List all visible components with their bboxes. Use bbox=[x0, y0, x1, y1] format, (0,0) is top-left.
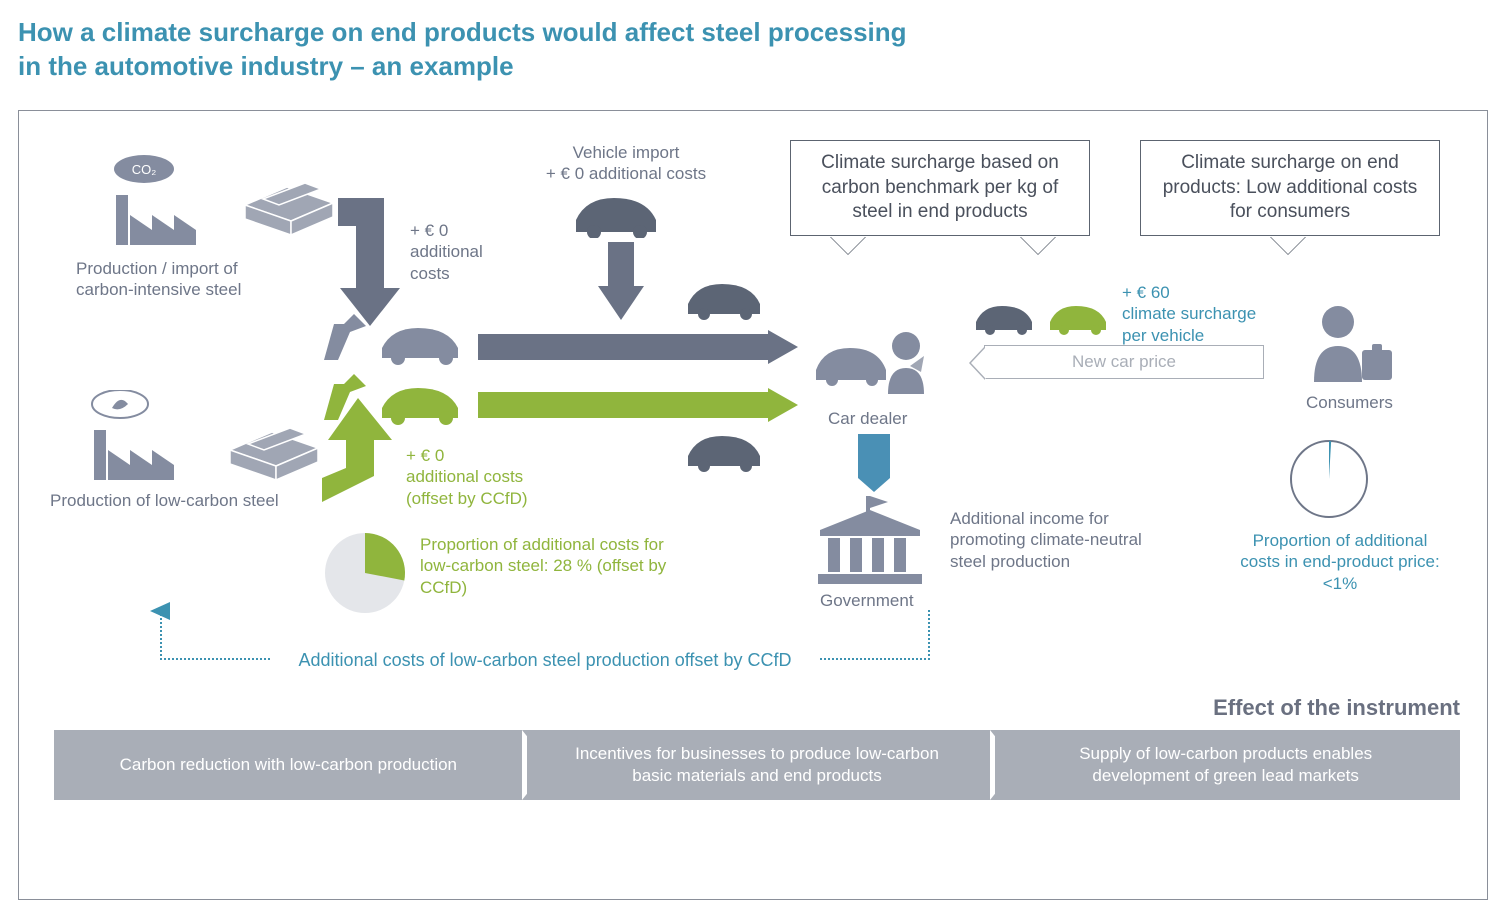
leaf-factory-icon bbox=[80, 390, 180, 485]
government-label: Government bbox=[820, 590, 914, 611]
title-line-2: in the automotive industry – an example bbox=[18, 51, 514, 81]
new-car-price-bar: New car price bbox=[984, 345, 1264, 379]
big-arrow-grey-icon bbox=[478, 330, 798, 364]
cost-green-label: + € 0 additional costs (offset by CCfD) bbox=[406, 445, 566, 509]
callout-benchmark: Climate surcharge based on carbon benchm… bbox=[790, 140, 1090, 236]
chevron-2: Incentives for businesses to produce low… bbox=[523, 730, 992, 800]
callout-benchmark-pointer-icon bbox=[830, 236, 866, 254]
effect-title: Effect of the instrument bbox=[1213, 695, 1460, 721]
car-dealer-label: Car dealer bbox=[828, 408, 907, 429]
car-bottom-row-icon bbox=[680, 428, 770, 472]
ccfd-dash-label: Additional costs of low-carbon steel pro… bbox=[270, 650, 820, 671]
surcharge-label: + € 60 climate surcharge per vehicle bbox=[1122, 282, 1292, 346]
steel-beam-green-path-icon bbox=[220, 420, 330, 495]
government-icon bbox=[810, 496, 930, 586]
cost-grey-label: + € 0 additional costs bbox=[410, 220, 520, 284]
small-car-grey-icon bbox=[970, 300, 1042, 336]
vehicle-import-label: Vehicle import + € 0 additional costs bbox=[526, 142, 726, 185]
co2-factory-icon: CO₂ bbox=[100, 155, 200, 250]
chevron-1: Carbon reduction with low-carbon product… bbox=[54, 730, 523, 800]
car-top-row-icon bbox=[680, 276, 770, 320]
callout-consumers-pointer-icon bbox=[1270, 236, 1306, 254]
big-arrow-green-icon bbox=[478, 388, 798, 422]
assembly-grey-icon bbox=[320, 310, 470, 365]
ribbon-icon bbox=[854, 434, 894, 494]
page-title: How a climate surcharge on end products … bbox=[18, 16, 907, 84]
svg-text:CO₂: CO₂ bbox=[132, 162, 157, 177]
effect-chevron-bar: Carbon reduction with low-carbon product… bbox=[54, 730, 1460, 800]
carbon-steel-label: Production / import of carbon-intensive … bbox=[76, 258, 276, 301]
consumer-icon bbox=[1300, 302, 1400, 387]
pie-end-label: Proportion of additional costs in end-pr… bbox=[1230, 530, 1450, 594]
car-dealer-icon bbox=[810, 324, 930, 404]
pie-green-chart-icon bbox=[322, 530, 412, 620]
title-line-1: How a climate surcharge on end products … bbox=[18, 17, 907, 47]
pie-green-label: Proportion of additional costs for low-c… bbox=[420, 534, 680, 598]
consumers-label: Consumers bbox=[1306, 392, 1393, 413]
assembly-green-icon bbox=[320, 370, 470, 425]
callout-benchmark-pointer2-icon bbox=[1020, 236, 1056, 254]
import-down-arrow-icon bbox=[598, 242, 644, 320]
pie-end-chart-icon bbox=[1288, 438, 1374, 524]
callout-consumers: Climate surcharge on end products: Low a… bbox=[1140, 140, 1440, 236]
flow-arrow-grey-icon bbox=[338, 198, 408, 328]
steel-beam-grey-icon bbox=[235, 175, 345, 250]
government-text: Additional income for promoting climate-… bbox=[950, 508, 1170, 572]
chevron-3: Supply of low-carbon products enables de… bbox=[991, 730, 1460, 800]
small-car-green-icon bbox=[1044, 300, 1116, 336]
dash-left-arrow-icon bbox=[150, 602, 170, 620]
car-import-icon bbox=[566, 190, 666, 238]
